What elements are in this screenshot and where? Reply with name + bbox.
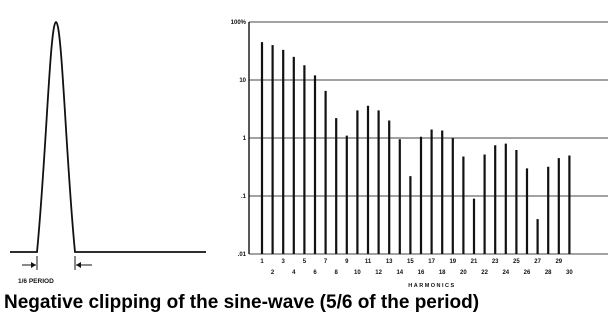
x-tick-label: 11 bbox=[365, 259, 372, 265]
figure-caption: Negative clipping of the sine-wave (5/6 … bbox=[4, 292, 480, 313]
y-tick-label: 100% bbox=[231, 20, 247, 26]
y-tick-label: 1 bbox=[243, 136, 247, 142]
y-tick-labels: 100% 10 1 .1 .01 bbox=[231, 20, 247, 258]
x-tick-label: 24 bbox=[502, 270, 509, 276]
x-tick-label: 4 bbox=[292, 270, 296, 276]
x-tick-label: 10 bbox=[354, 270, 361, 276]
x-tick-label: 6 bbox=[313, 270, 317, 276]
x-tick-label: 12 bbox=[375, 270, 382, 276]
x-tick-label: 27 bbox=[534, 259, 541, 265]
x-tick-label: 5 bbox=[303, 259, 307, 265]
y-gridlines bbox=[249, 21, 608, 255]
period-arrowhead-right bbox=[76, 262, 81, 268]
x-tick-label: 20 bbox=[460, 270, 467, 276]
x-tick-label: 23 bbox=[492, 259, 499, 265]
x-tick-label: 22 bbox=[481, 270, 488, 276]
x-tick-label: 29 bbox=[555, 259, 562, 265]
x-tick-label: 13 bbox=[386, 259, 393, 265]
y-tick-label: .01 bbox=[238, 252, 247, 258]
spectrum-chart: 100%101.1.01 1 3 5 7 9 11 13 15 17 19 21 23 25 27 29 2… bbox=[231, 20, 608, 289]
x-tick-label: 15 bbox=[407, 259, 414, 265]
x-axis-label: HARMONICS bbox=[408, 283, 455, 289]
x-tick-label: 30 bbox=[566, 270, 573, 276]
x-tick-label: 16 bbox=[418, 270, 425, 276]
x-tick-label: 7 bbox=[324, 259, 328, 265]
x-tick-label: 14 bbox=[396, 270, 403, 276]
period-arrowhead-left bbox=[31, 262, 36, 268]
x-tick-label: 25 bbox=[513, 259, 520, 265]
x-tick-labels-bottom: 2 4 6 8 10 12 14 16 18 20 22 24 26 28 30 bbox=[271, 270, 573, 276]
x-tick-label: 2 bbox=[271, 270, 275, 276]
y-tick-label: 10 bbox=[239, 78, 246, 84]
x-tick-label: 19 bbox=[449, 259, 456, 265]
x-tick-label: 17 bbox=[428, 259, 435, 265]
period-label: 1/6 PERIOD bbox=[18, 278, 54, 285]
waveform-trace bbox=[10, 21, 206, 253]
x-tick-label: 8 bbox=[335, 270, 339, 276]
waveform-panel: 1/6 PERIOD bbox=[10, 21, 206, 285]
x-tick-label: 9 bbox=[345, 259, 349, 265]
x-tick-label: 21 bbox=[471, 259, 478, 265]
x-tick-label: 1 bbox=[260, 259, 264, 265]
x-tick-label: 26 bbox=[524, 270, 531, 276]
bar-series bbox=[260, 42, 571, 254]
x-tick-label: 18 bbox=[439, 270, 446, 276]
x-tick-labels-top: 1 3 5 7 9 11 13 15 17 19 21 23 25 27 29 bbox=[260, 259, 562, 265]
x-tick-label: 3 bbox=[282, 259, 286, 265]
x-tick-label: 28 bbox=[545, 270, 552, 276]
y-tick-label: .1 bbox=[241, 194, 247, 200]
